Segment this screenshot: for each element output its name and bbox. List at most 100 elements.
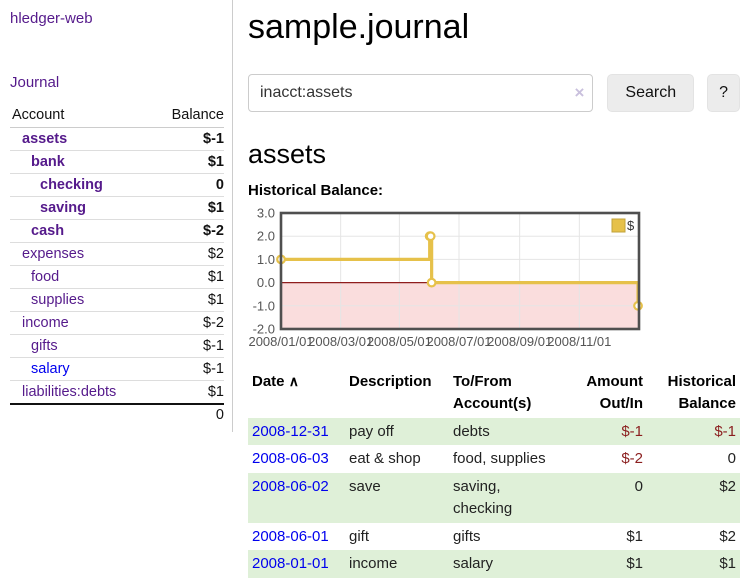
register-amount: $1 bbox=[626, 527, 643, 545]
account-link[interactable]: liabilities:debts bbox=[22, 384, 117, 400]
accounts-header-balance: Balance bbox=[151, 104, 224, 128]
register-header-accounts: To/From Account(s) bbox=[453, 373, 532, 412]
register-date-cell: 2008-01-01 bbox=[248, 550, 345, 578]
account-row: assets $-1 bbox=[10, 127, 224, 151]
account-link[interactable]: bank bbox=[31, 154, 65, 170]
transaction-date-link[interactable]: 2008-06-01 bbox=[252, 527, 329, 545]
register-description: income bbox=[345, 550, 449, 578]
register-row: 2008-01-01 income salary $1 $1 bbox=[248, 550, 740, 578]
account-name-cell: bank bbox=[10, 150, 152, 174]
account-name-cell: assets bbox=[10, 127, 152, 151]
account-link[interactable]: assets bbox=[22, 131, 68, 147]
accounts-total: 0 bbox=[215, 407, 224, 423]
register-accounts: salary bbox=[449, 550, 561, 578]
clear-search-icon[interactable]: × bbox=[574, 83, 585, 102]
chart-canvas: $3.0 2.0 1.0 0.0 -1.0 -2.02008/01/012008/03/0… bbox=[248, 206, 643, 349]
transaction-date-link[interactable]: 2008-06-02 bbox=[252, 478, 329, 495]
register-description: gift bbox=[349, 527, 370, 545]
accounts-header-row: Account Balance bbox=[10, 104, 224, 128]
search-row: × Search ? bbox=[248, 74, 740, 112]
sidebar-item-journal[interactable]: Journal bbox=[10, 74, 60, 91]
register-description: pay off bbox=[345, 417, 449, 446]
account-balance: $1 bbox=[151, 196, 224, 220]
account-name-cell: income bbox=[10, 311, 152, 335]
svg-text:2008/07/01: 2008/07/01 bbox=[426, 334, 491, 349]
svg-text:-1.0: -1.0 bbox=[253, 298, 275, 313]
account-link[interactable]: income bbox=[22, 315, 69, 331]
account-link[interactable]: expenses bbox=[22, 246, 85, 262]
account-link[interactable]: saving bbox=[40, 200, 86, 216]
account-row: liabilities:debts $1 bbox=[10, 380, 224, 405]
transaction-date-link[interactable]: 2008-12-31 bbox=[252, 422, 329, 440]
svg-text:2008/03/01: 2008/03/01 bbox=[308, 334, 373, 349]
sort-ascending-icon: ∧ bbox=[288, 373, 299, 389]
account-balance: $-1 bbox=[151, 127, 224, 151]
register-row: 2008-06-02 save saving, checking 0 $2 bbox=[248, 473, 740, 523]
svg-text:-2.0: -2.0 bbox=[253, 322, 275, 337]
account-link[interactable]: checking bbox=[40, 177, 103, 193]
account-row: checking 0 bbox=[10, 173, 224, 197]
search-button[interactable]: Search bbox=[607, 74, 695, 112]
account-heading: assets bbox=[248, 139, 327, 169]
page-title: sample.journal bbox=[248, 8, 470, 46]
register-header-balance: Historical Balance bbox=[667, 373, 736, 412]
help-button[interactable]: ? bbox=[707, 74, 740, 112]
register-row: 2008-06-03 eat & shop food, supplies $-2 0 bbox=[248, 445, 740, 473]
svg-text:2008/09/01: 2008/09/01 bbox=[487, 334, 552, 349]
svg-text:3.0: 3.0 bbox=[257, 206, 275, 221]
register-balance: 0 bbox=[727, 450, 736, 468]
register-accounts: saving, checking bbox=[449, 473, 561, 523]
account-name-cell: supplies bbox=[10, 288, 152, 312]
historical-balance-chart: $3.0 2.0 1.0 0.0 -1.0 -2.0 2008/01/01 2008/03/0… bbox=[248, 206, 740, 353]
account-link[interactable]: gifts bbox=[31, 338, 58, 354]
date-header-label: Date bbox=[252, 373, 285, 390]
register-header-date[interactable]: Date ∧ bbox=[248, 369, 345, 418]
register-date-cell: 2008-06-03 bbox=[248, 445, 345, 473]
account-balance: $1 bbox=[151, 265, 224, 289]
account-balance: $-1 bbox=[151, 334, 224, 358]
register-amount: $1 bbox=[561, 550, 647, 578]
account-name-cell: salary bbox=[10, 357, 152, 381]
account-link[interactable]: supplies bbox=[31, 292, 85, 308]
register-row: 2008-06-01 gift gifts $1 $2 bbox=[248, 523, 740, 551]
register-description: save bbox=[345, 473, 449, 523]
register-balance: $-1 bbox=[647, 417, 740, 446]
search-box: × bbox=[248, 74, 594, 112]
account-name-cell: saving bbox=[10, 196, 152, 220]
svg-text:2.0: 2.0 bbox=[257, 229, 275, 244]
account-name-cell: expenses bbox=[10, 242, 152, 266]
chart-title: Historical Balance: bbox=[248, 182, 384, 199]
account-row: saving $1 bbox=[10, 196, 224, 220]
register-date-cell: 2008-06-01 bbox=[248, 523, 345, 551]
app-title-link[interactable]: hledger-web bbox=[10, 10, 93, 27]
account-name-cell: gifts bbox=[10, 334, 152, 358]
account-row: salary $-1 bbox=[10, 357, 224, 381]
register-description: eat & shop bbox=[349, 450, 421, 468]
account-link[interactable]: salary bbox=[31, 361, 70, 377]
register-row: 2008-12-31 pay off debts $-1 $-1 bbox=[248, 417, 740, 446]
account-row: income $-2 bbox=[10, 311, 224, 335]
svg-text:1.0: 1.0 bbox=[257, 252, 275, 267]
account-name-cell: checking bbox=[10, 173, 152, 197]
account-balance: $-1 bbox=[151, 357, 224, 381]
main-content: sample.journal × Search ? assets Histori… bbox=[248, 0, 740, 578]
app-title: hledger-web bbox=[10, 10, 224, 27]
transaction-date-link[interactable]: 2008-06-03 bbox=[252, 450, 329, 468]
account-row: cash $-2 bbox=[10, 219, 224, 243]
account-name-cell: cash bbox=[10, 219, 152, 243]
register-amount: $-2 bbox=[621, 450, 643, 468]
svg-text:0.0: 0.0 bbox=[257, 275, 275, 290]
register-date-cell: 2008-12-31 bbox=[248, 417, 345, 446]
account-link[interactable]: cash bbox=[31, 223, 65, 239]
account-link[interactable]: food bbox=[31, 269, 60, 285]
register-accounts: gifts bbox=[453, 527, 481, 545]
account-balance: $1 bbox=[151, 150, 224, 174]
accounts-header-account: Account bbox=[10, 104, 152, 128]
transaction-date-link[interactable]: 2008-01-01 bbox=[252, 555, 329, 573]
svg-text:2008/05/01: 2008/05/01 bbox=[367, 334, 432, 349]
account-balance: $2 bbox=[151, 242, 224, 266]
register-accounts: debts bbox=[449, 417, 561, 446]
account-row: expenses $2 bbox=[10, 242, 224, 266]
search-input[interactable] bbox=[248, 74, 594, 112]
